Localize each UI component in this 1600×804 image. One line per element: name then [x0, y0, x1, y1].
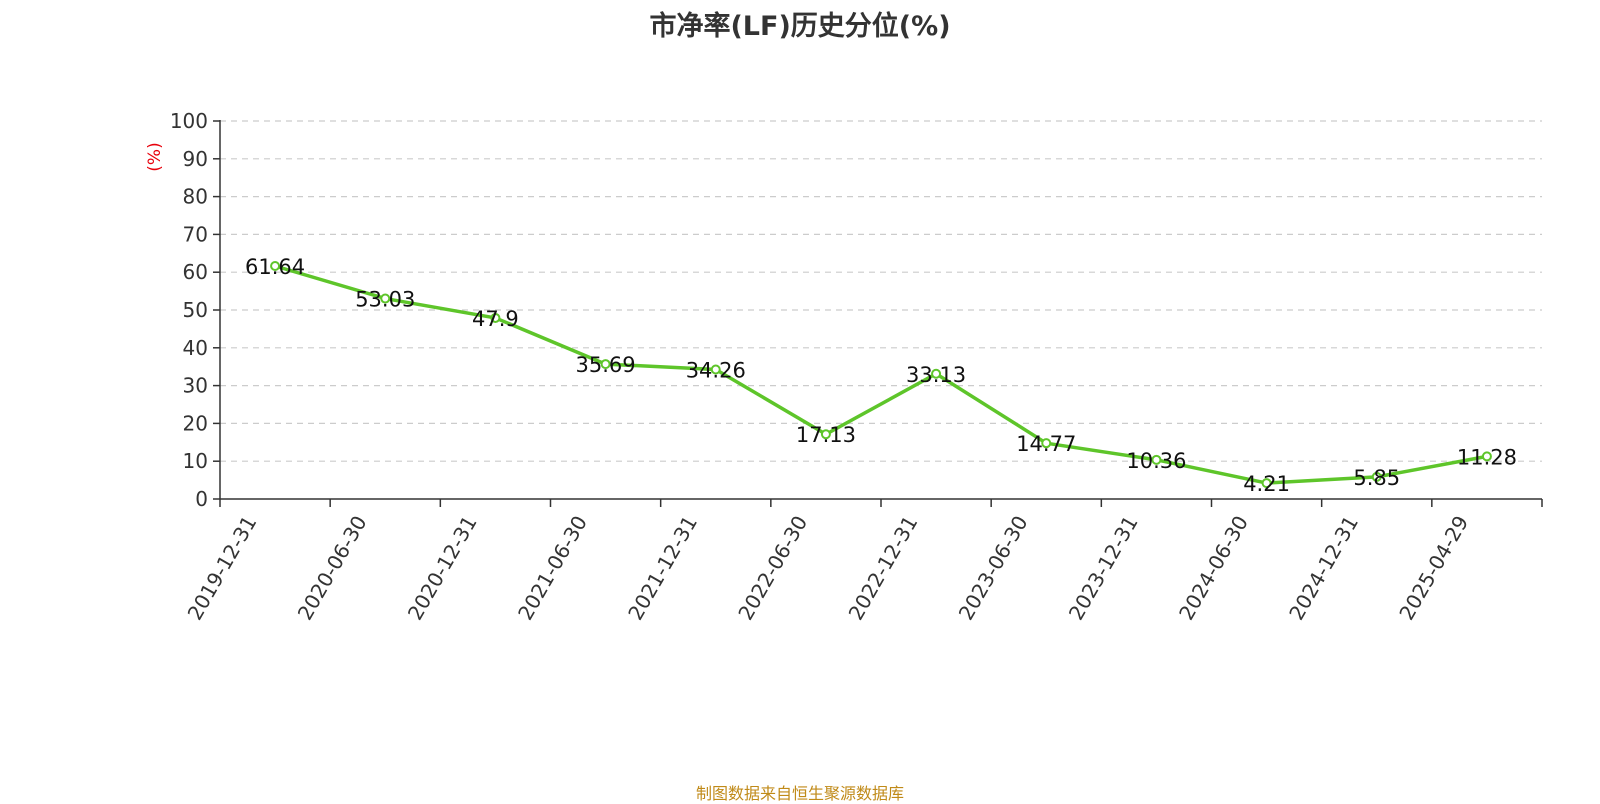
data-label: 5.85 [1353, 466, 1400, 490]
data-label: 4.21 [1243, 472, 1290, 496]
data-point [1481, 451, 1492, 462]
data-label: 47.9 [472, 307, 519, 331]
data-point [710, 364, 721, 375]
data-point [820, 429, 831, 440]
y-tick-label: 30 [183, 374, 208, 398]
data-point [1151, 454, 1162, 465]
source-note: 制图数据来自恒生聚源数据库 [695, 784, 904, 803]
data-point [1261, 478, 1272, 489]
x-tick-label: 2020-12-31 [403, 511, 482, 624]
data-point [270, 261, 281, 272]
x-tick-label: 2022-12-31 [844, 511, 923, 624]
series-line [274, 264, 1488, 485]
x-tick-label: 2022-06-30 [733, 512, 812, 625]
data-label: 34.26 [686, 358, 746, 382]
y-tick-label: 70 [183, 222, 208, 246]
y-tick-label: 10 [183, 449, 208, 473]
x-tick-label: 2023-06-30 [954, 512, 1033, 625]
data-label: 61.64 [245, 255, 305, 279]
data-label: 35.69 [576, 353, 636, 377]
data-point [1371, 471, 1382, 482]
data-point [1041, 438, 1052, 449]
y-tick-label: 80 [183, 185, 208, 209]
data-label: 11.28 [1457, 445, 1517, 469]
label-layer: 61.64 53.03 47.9 35.69 34.26 17.13 33.13 14.77 1… [245, 255, 1517, 496]
x-tick-label: 2024-06-30 [1174, 512, 1253, 625]
axis-layer: 0 10 20 30 40 50 60 70 80 90 100 2019-12-31 2020-06-… [170, 109, 1543, 625]
data-label: 14.77 [1016, 432, 1076, 456]
data-point [380, 293, 391, 304]
data-label: 17.13 [796, 423, 856, 447]
data-point [600, 359, 611, 370]
data-label: 33.13 [906, 363, 966, 387]
data-point [931, 368, 942, 379]
x-tick-label: 2020-06-30 [293, 512, 372, 625]
y-tick-label: 100 [170, 109, 208, 133]
x-tick-label: 2024-12-31 [1284, 512, 1363, 625]
x-tick-label: 2019-12-31 [183, 512, 262, 625]
data-point [490, 312, 501, 323]
y-tick-label: 40 [183, 336, 208, 360]
x-tick-label: 2021-06-30 [513, 512, 592, 625]
y-tick-label: 0 [195, 487, 208, 511]
y-tick-label: 50 [183, 298, 208, 322]
chart-title: 市净率(LF)历史分位(%) [649, 11, 951, 42]
data-label: 10.36 [1126, 449, 1186, 473]
y-axis-label: (%) [145, 142, 165, 171]
x-tick-label: 2023-12-31 [1064, 512, 1143, 625]
data-label: 53.03 [355, 288, 415, 312]
y-tick-label: 60 [183, 260, 208, 284]
series-layer [270, 261, 1492, 489]
y-tick-label: 90 [183, 147, 208, 171]
x-tick-label: 2021-12-31 [623, 512, 702, 625]
grid-layer [220, 120, 1542, 462]
x-tick-label: 2025-04-29 [1394, 512, 1473, 625]
y-tick-label: 20 [183, 411, 208, 435]
